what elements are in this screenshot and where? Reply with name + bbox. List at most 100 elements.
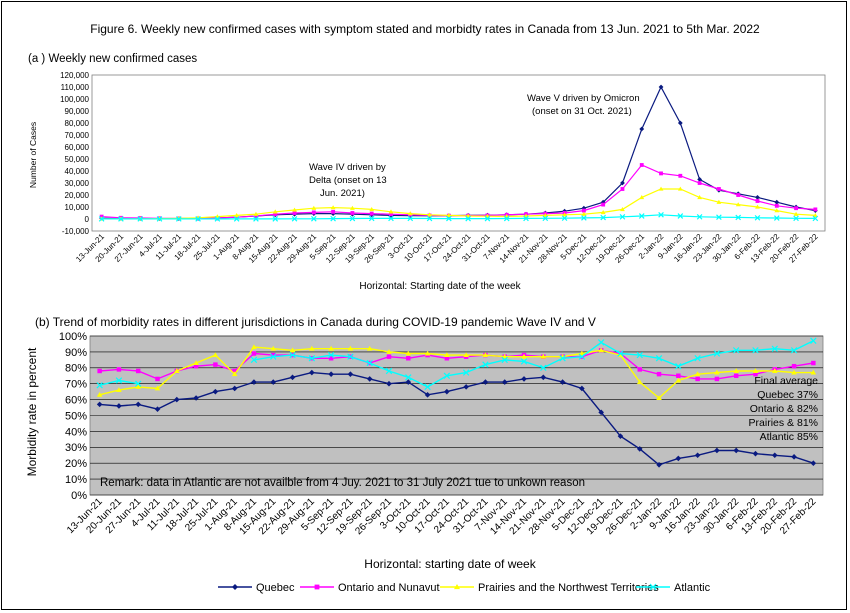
annotation-wave-iv-line1: Wave IV driven by <box>309 162 386 173</box>
final-average-line: Final average <box>754 375 818 387</box>
data-point <box>388 215 394 222</box>
data-point <box>426 215 433 222</box>
data-point <box>542 213 548 218</box>
data-point <box>773 215 780 221</box>
data-point <box>327 351 335 359</box>
data-point <box>97 368 102 374</box>
data-point <box>350 211 355 215</box>
data-point <box>232 368 237 374</box>
data-point <box>619 214 626 220</box>
data-point <box>328 356 334 361</box>
data-point <box>405 379 412 385</box>
data-point <box>656 395 662 400</box>
data-point <box>810 369 817 375</box>
data-point <box>579 350 585 356</box>
legend-item-atlantic: Atlantic <box>636 582 711 594</box>
data-point <box>676 373 681 378</box>
data-point <box>716 199 722 204</box>
chart-a-series <box>98 84 819 222</box>
data-point <box>368 215 375 222</box>
data-point <box>234 213 240 218</box>
y-tick-label: 60% <box>65 394 87 406</box>
data-point <box>137 216 144 222</box>
data-point <box>811 360 816 366</box>
data-point <box>562 212 567 217</box>
y-tick-label: 90,000 <box>65 107 90 116</box>
data-point <box>581 211 587 216</box>
data-point <box>771 345 779 352</box>
data-point <box>694 452 701 459</box>
data-point <box>465 215 471 222</box>
data-point <box>98 216 105 222</box>
data-point <box>656 461 662 468</box>
data-point <box>193 360 199 365</box>
data-point <box>559 355 566 362</box>
data-point <box>639 126 645 132</box>
data-point <box>231 385 238 392</box>
data-point <box>523 215 529 222</box>
data-point <box>503 215 510 222</box>
legend-item-quebec: Quebec <box>218 582 295 594</box>
y-tick-label: 80% <box>65 363 87 375</box>
data-point <box>753 371 758 377</box>
data-point <box>385 367 393 375</box>
data-point <box>193 363 199 369</box>
data-point <box>678 173 683 178</box>
data-point <box>96 382 103 389</box>
data-point <box>214 216 221 222</box>
data-point <box>424 350 431 356</box>
data-point <box>714 376 720 382</box>
data-point <box>444 352 450 358</box>
y-tick-label: 50,000 <box>65 155 90 164</box>
chart-a-title: (a ) Weekly new confirmed cases <box>28 53 197 65</box>
data-point <box>501 356 508 364</box>
legend-label: Quebec <box>256 582 295 594</box>
data-point <box>289 374 296 381</box>
chart-b-final-average: Final average Quebec 37% Ontario & 82% Prai… <box>749 375 819 443</box>
series-prairies-and-the-northwest-territories <box>99 186 818 221</box>
data-point <box>677 186 683 191</box>
data-point <box>347 371 354 377</box>
data-point <box>292 211 297 215</box>
data-point <box>386 349 392 354</box>
final-average-line: Quebec 37% <box>757 389 818 401</box>
data-point <box>755 204 760 209</box>
y-tick-label: 40,000 <box>65 167 90 176</box>
data-point <box>96 392 103 397</box>
data-point <box>733 368 739 373</box>
y-tick-label: 70,000 <box>65 131 90 140</box>
chart-b-series <box>96 337 817 468</box>
legend-label: Prairies and the Northwest Territories <box>478 582 659 594</box>
data-point <box>330 205 336 210</box>
data-point <box>174 368 180 373</box>
y-tick-label: 50% <box>65 410 87 422</box>
data-point <box>598 347 604 353</box>
data-point <box>407 215 414 222</box>
data-point <box>677 213 684 219</box>
data-point <box>309 345 315 351</box>
data-point <box>774 203 779 208</box>
data-point <box>812 213 818 218</box>
data-point <box>735 202 741 207</box>
data-point <box>620 207 625 212</box>
data-point <box>735 214 742 221</box>
data-point <box>540 364 547 372</box>
data-point <box>389 212 393 217</box>
data-point <box>444 388 450 395</box>
data-point <box>272 209 278 214</box>
data-point <box>521 376 527 382</box>
chart-a-xlabel: Horizontal: Starting date of the week <box>359 281 521 292</box>
series-quebec <box>96 369 817 468</box>
data-point <box>427 212 432 217</box>
legend-marker <box>314 584 320 590</box>
data-point <box>234 215 239 220</box>
data-point <box>213 362 218 367</box>
data-point <box>366 345 373 351</box>
data-point <box>501 379 508 385</box>
data-point <box>716 187 721 191</box>
data-point <box>289 347 296 353</box>
data-point <box>601 202 606 207</box>
data-point <box>212 388 219 395</box>
data-point <box>347 353 354 360</box>
data-point <box>253 216 259 222</box>
